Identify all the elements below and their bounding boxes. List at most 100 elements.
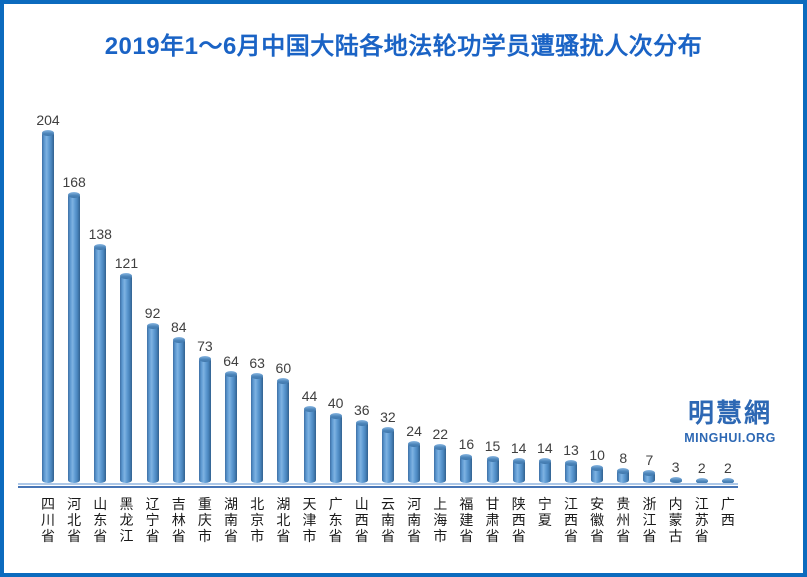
- bar-cap: [120, 273, 133, 280]
- bar: [146, 323, 159, 483]
- x-axis-line-highlight: [18, 483, 738, 485]
- bar-value-label: 14: [510, 439, 527, 456]
- chart-title: 2019年1～6月中国大陆各地法轮功学员遭骚扰人次分布: [104, 33, 703, 60]
- bar-cap: [460, 454, 473, 461]
- bar: [198, 355, 211, 483]
- category-label: 云南省: [380, 496, 395, 544]
- bar-cap: [695, 478, 708, 484]
- bar: [329, 412, 342, 483]
- category-label: 湖北省: [276, 496, 291, 544]
- bar: [460, 454, 473, 483]
- bar: [669, 476, 682, 483]
- bar: [225, 371, 238, 483]
- category-label: 天津市: [302, 496, 317, 544]
- bar-value-label: 10: [589, 446, 605, 463]
- bar-cap: [617, 468, 630, 475]
- bar: [303, 406, 316, 483]
- category-label: 贵州省: [616, 496, 631, 544]
- bar: [565, 459, 577, 483]
- category-label: 湖南省: [224, 496, 239, 544]
- bar-value-label: 24: [406, 422, 422, 439]
- bar: [251, 373, 264, 483]
- category-label: 辽宁省: [145, 496, 160, 544]
- watermark-logo-text: 明慧網: [687, 399, 772, 429]
- bar-cap: [198, 355, 211, 362]
- bar-cap: [538, 457, 551, 464]
- bar-value-label: 60: [275, 360, 292, 377]
- bar-cap: [172, 336, 185, 343]
- category-label: 河南省: [407, 496, 422, 544]
- bar-cap: [381, 426, 394, 433]
- bar-value-label: 13: [563, 441, 579, 458]
- bar-cap: [146, 323, 159, 330]
- bar-value-label: 32: [380, 408, 396, 425]
- bar-cap: [355, 419, 368, 426]
- bar-cap: [486, 456, 499, 463]
- bar: [94, 243, 107, 483]
- bar-cap: [408, 440, 421, 447]
- bar-cap: [565, 459, 577, 466]
- bar-value-label: 40: [327, 394, 344, 411]
- bar: [434, 444, 447, 483]
- bar-value-label: 7: [645, 451, 654, 468]
- bar: [538, 457, 551, 483]
- category-label: 黑龙江: [119, 496, 134, 544]
- bar-value-label: 15: [484, 438, 501, 455]
- watermark-url-text: MINGHUI.ORG: [684, 431, 776, 445]
- x-axis-line: [18, 486, 738, 488]
- bar-value-label: 36: [354, 401, 370, 418]
- bar: [355, 419, 368, 483]
- bar-cap: [94, 243, 107, 250]
- bar-value-label: 204: [36, 111, 60, 128]
- bar-value-label: 73: [197, 337, 213, 354]
- bar-cap: [669, 476, 682, 483]
- bar: [277, 378, 290, 483]
- bar-value-label: 92: [144, 305, 161, 322]
- bar-value-label: 2: [697, 460, 706, 476]
- bar-value-label: 2: [723, 460, 732, 476]
- category-label: 广东省: [328, 496, 343, 544]
- bar-cap: [277, 378, 290, 385]
- bar-value-label: 138: [88, 225, 112, 242]
- bar: [172, 336, 185, 483]
- category-label: 重庆市: [197, 496, 212, 544]
- bar: [617, 468, 630, 483]
- bar-cap: [329, 412, 342, 419]
- category-label: 福建省: [459, 496, 474, 544]
- category-label: 宁夏: [537, 496, 552, 528]
- bar-cap: [591, 464, 604, 471]
- bar-cap: [721, 478, 734, 484]
- bar-value-label: 14: [537, 439, 553, 456]
- category-label: 广西: [720, 496, 735, 528]
- bar-cap: [434, 444, 447, 450]
- bar-value-label: 84: [170, 318, 187, 335]
- bar-value-label: 44: [301, 388, 318, 404]
- bar-cap: [643, 469, 656, 476]
- category-label: 上海市: [433, 496, 448, 544]
- bar-cap: [225, 371, 238, 378]
- bar-value-label: 8: [619, 450, 628, 467]
- bar: [721, 478, 734, 484]
- category-label: 甘肃省: [485, 496, 500, 544]
- bar: [408, 440, 421, 483]
- bar: [695, 478, 708, 484]
- bar-value-label: 168: [62, 173, 86, 190]
- category-label: 山东省: [93, 496, 108, 544]
- bar-value-label: 121: [114, 255, 139, 272]
- bar-value-label: 3: [671, 458, 680, 475]
- bar-cap: [251, 373, 264, 380]
- category-label: 江西省: [564, 496, 578, 544]
- category-label: 北京市: [250, 496, 265, 544]
- bar-cap: [42, 129, 54, 136]
- bar: [68, 191, 81, 483]
- category-label: 四川省: [41, 496, 55, 544]
- bar-cap: [303, 406, 316, 412]
- bar-cap: [512, 457, 525, 464]
- bar: [42, 129, 54, 483]
- category-label: 安徽省: [590, 496, 605, 544]
- bar: [486, 456, 499, 483]
- bar: [512, 457, 525, 483]
- bar-value-label: 22: [432, 426, 449, 442]
- category-label: 吉林省: [171, 496, 186, 544]
